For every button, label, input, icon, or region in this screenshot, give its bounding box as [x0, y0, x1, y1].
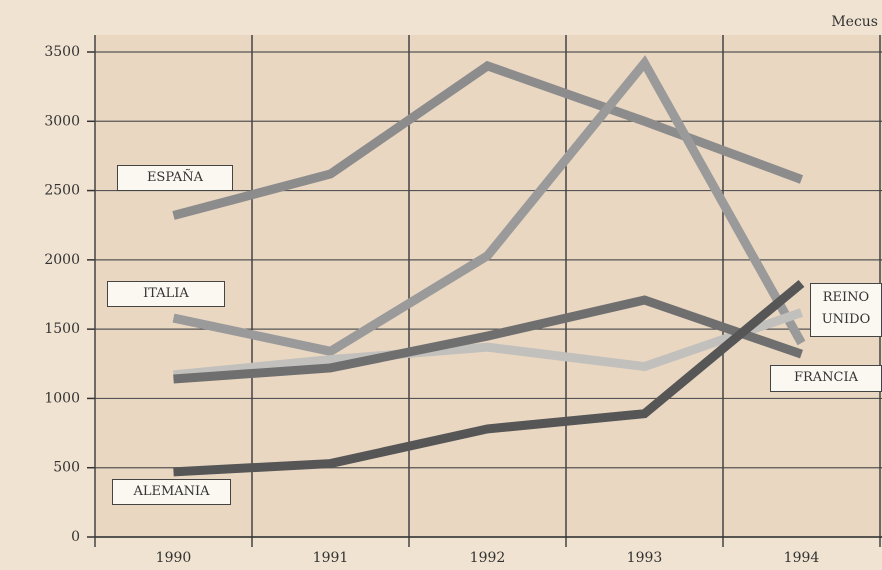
y-tick-label: 3500	[44, 44, 80, 60]
x-tick-label: 1993	[627, 550, 663, 566]
y-tick-label: 2000	[44, 252, 80, 268]
series-label: ESPAÑA	[117, 165, 233, 191]
series-label: FRANCIA	[770, 365, 882, 392]
x-tick-label: 1990	[156, 550, 192, 566]
y-tick-label: 2500	[44, 183, 80, 199]
series-line	[172, 60, 804, 220]
series-line	[173, 295, 803, 384]
series-line	[173, 308, 803, 380]
x-tick-label: 1992	[470, 550, 506, 566]
plot-area	[95, 35, 882, 537]
series-label: ALEMANIA	[112, 479, 231, 505]
x-tick-label: 1994	[784, 550, 820, 566]
y-tick-label: 1500	[44, 321, 80, 337]
series-line	[172, 55, 806, 357]
unit-label: Mecus	[831, 14, 878, 30]
y-tick-label: 3000	[44, 113, 80, 129]
y-tick-label: 500	[53, 460, 80, 476]
series-label: REINO UNIDO	[810, 283, 882, 337]
series-label: ITALIA	[107, 281, 225, 307]
y-tick-label: 0	[71, 529, 80, 545]
series-line	[173, 279, 805, 477]
x-tick-label: 1991	[313, 550, 349, 566]
y-tick-label: 1000	[44, 390, 80, 406]
